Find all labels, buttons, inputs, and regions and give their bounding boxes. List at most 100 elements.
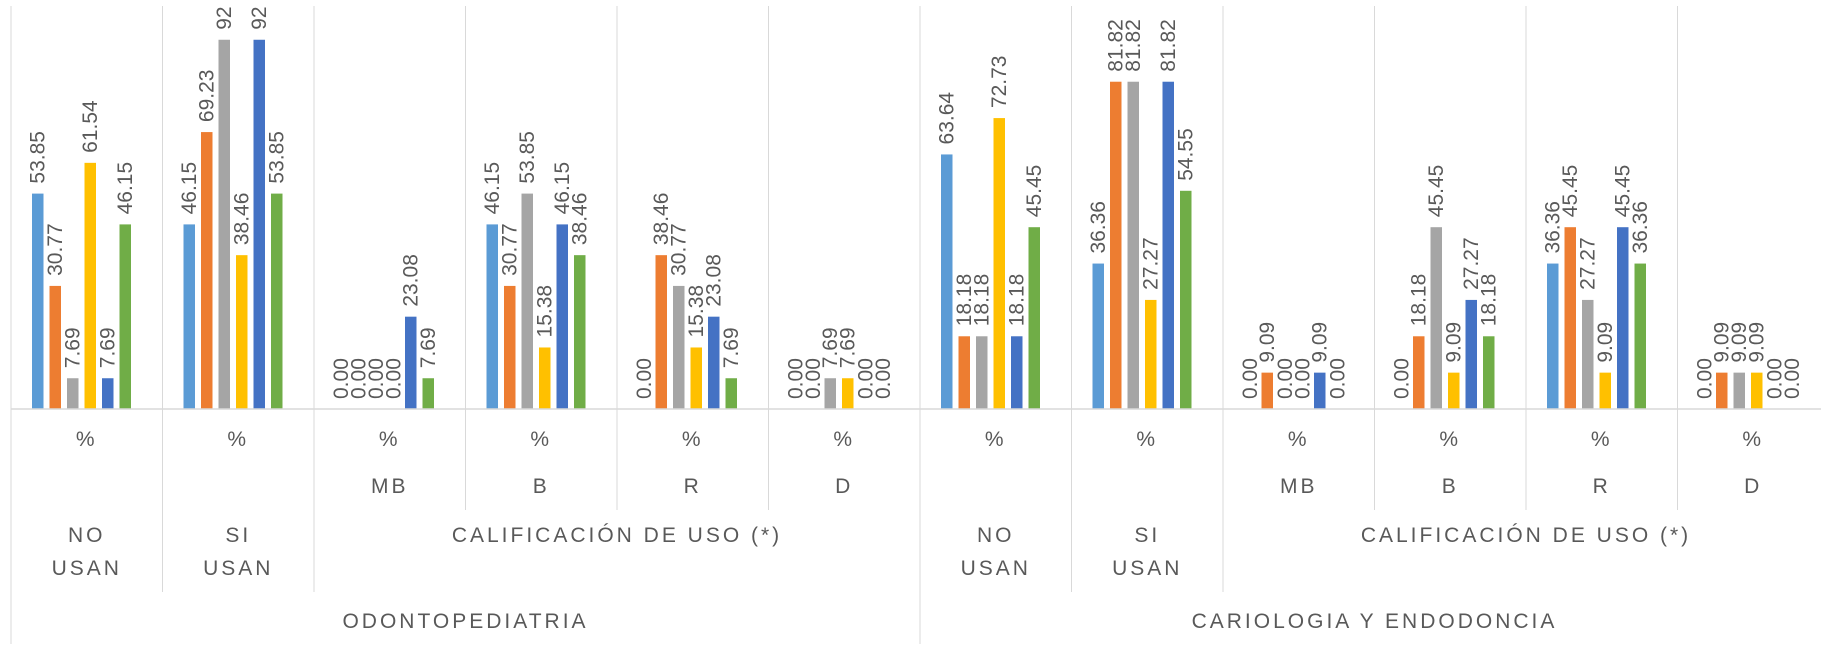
tick-label-level-g0-s2-c0: MB xyxy=(371,475,409,498)
data-label-g1-s2-c3-b1: 9.09 xyxy=(1711,322,1734,363)
data-label-g0-s2-c2-b2: 30.77 xyxy=(668,223,691,276)
subgroup-label-g0-s0-line-2: USAN xyxy=(52,557,122,580)
bar-g1-s2-c1-b3 xyxy=(1448,372,1460,409)
data-label-g1-s2-c1-b4: 27.27 xyxy=(1460,237,1483,290)
bar-g1-s1-c0-b5 xyxy=(1180,190,1192,409)
data-label-g0-s2-c3-b4: 0.00 xyxy=(854,358,877,399)
bar-g1-s2-c2-b4 xyxy=(1617,227,1629,409)
data-label-g1-s2-c1-b3: 9.09 xyxy=(1443,322,1466,363)
tick-label-unit-g1-s0-c0: % xyxy=(985,428,1007,451)
data-label-g1-s0-c0-b0: 63.64 xyxy=(936,92,959,145)
data-label-g0-s0-c0-b3: 61.54 xyxy=(79,100,102,153)
data-label-g1-s0-c0-b3: 72.73 xyxy=(988,56,1011,109)
data-label-g0-s2-c0-b0: 0.00 xyxy=(330,358,353,399)
data-label-g0-s2-c1-b0: 46.15 xyxy=(481,162,504,215)
bar-g1-s2-c2-b5 xyxy=(1634,263,1646,409)
data-label-g1-s2-c0-b3: 0.00 xyxy=(1291,358,1314,399)
data-label-g0-s1-c0-b5: 53.85 xyxy=(266,131,289,184)
data-label-g0-s1-c0-b0: 46.15 xyxy=(178,162,201,215)
bar-g1-s2-c2-b3 xyxy=(1599,372,1611,409)
bar-g1-s0-c0-b1 xyxy=(958,336,970,409)
bar-g0-s2-c2-b5 xyxy=(725,378,737,409)
subgroup-label-g0-s0-line-1: NO xyxy=(68,524,106,547)
data-label-g0-s2-c3-b1: 0.00 xyxy=(802,358,825,399)
tick-label-level-g1-s2-c0: MB xyxy=(1280,475,1318,498)
data-label-g0-s1-c0-b3: 38.46 xyxy=(231,193,254,246)
bar-g0-s1-c0-b0 xyxy=(183,224,195,409)
bar-g0-s0-c0-b4 xyxy=(102,378,114,409)
data-label-g0-s2-c3-b5: 0.00 xyxy=(872,358,895,399)
tick-label-level-g0-s2-c2: R xyxy=(684,475,702,498)
data-label-g1-s1-c0-b4: 81.82 xyxy=(1157,19,1180,72)
bar-g1-s0-c0-b4 xyxy=(1011,336,1023,409)
data-label-g1-s2-c0-b0: 0.00 xyxy=(1239,358,1262,399)
bar-g0-s0-c0-b0 xyxy=(32,193,44,409)
data-label-g1-s2-c1-b1: 18.18 xyxy=(1408,274,1431,327)
data-label-g1-s1-c0-b0: 36.36 xyxy=(1087,201,1110,254)
tick-label-unit-g0-s2-c1: % xyxy=(530,428,552,451)
data-label-g0-s2-c0-b4: 23.08 xyxy=(400,254,423,307)
data-label-g1-s2-c0-b2: 0.00 xyxy=(1274,358,1297,399)
data-label-g0-s2-c0-b2: 0.00 xyxy=(365,358,388,399)
data-label-g0-s0-c0-b1: 30.77 xyxy=(44,223,67,276)
bar-g0-s2-c2-b1 xyxy=(655,255,667,409)
data-label-g1-s1-c0-b2: 81.82 xyxy=(1122,19,1145,72)
bar-g0-s2-c1-b2 xyxy=(521,193,533,409)
tick-label-unit-g0-s1-c0: % xyxy=(227,428,249,451)
tick-label-unit-g0-s0-c0: % xyxy=(76,428,98,451)
data-label-g0-s0-c0-b2: 7.69 xyxy=(62,327,85,368)
data-label-g0-s2-c3-b3: 7.69 xyxy=(837,327,860,368)
tick-label-unit-g0-s2-c3: % xyxy=(833,428,855,451)
bar-g0-s1-c0-b1 xyxy=(201,132,213,409)
bar-g1-s2-c1-b5 xyxy=(1483,336,1495,409)
subgroup-label-g0-s2: CALIFICACIÓN DE USO (*) xyxy=(452,524,782,547)
tick-label-level-g0-s2-c3: D xyxy=(835,475,853,498)
bar-g0-s2-c3-b3 xyxy=(842,378,854,409)
bar-g0-s2-c2-b3 xyxy=(690,347,702,409)
tick-label-level-g1-s2-c1: B xyxy=(1442,475,1459,498)
data-label-g1-s0-c0-b1: 18.18 xyxy=(953,274,976,327)
data-label-g1-s2-c0-b1: 9.09 xyxy=(1256,322,1279,363)
data-label-g1-s2-c2-b3: 9.09 xyxy=(1594,322,1617,363)
tick-label-level-g0-s2-c1: B xyxy=(533,475,550,498)
data-label-g1-s2-c3-b4: 0.00 xyxy=(1763,358,1786,399)
subgroup-label-g1-s1-line-2: USAN xyxy=(1112,557,1182,580)
bar-g1-s1-c0-b2 xyxy=(1127,81,1139,409)
group-label-1: CARIOLOGIA Y ENDODONCIA xyxy=(1192,610,1558,633)
data-label-g1-s2-c3-b0: 0.00 xyxy=(1693,358,1716,399)
bar-g0-s2-c0-b4 xyxy=(405,316,417,409)
bar-g0-s1-c0-b3 xyxy=(236,255,248,409)
data-label-g1-s2-c1-b2: 45.45 xyxy=(1425,165,1448,218)
data-label-g1-s1-c0-b3: 27.27 xyxy=(1140,237,1163,290)
data-label-g0-s2-c1-b1: 30.77 xyxy=(499,223,522,276)
bar-g1-s2-c2-b0 xyxy=(1547,263,1559,409)
bar-g1-s0-c0-b0 xyxy=(941,154,953,409)
bar-g0-s1-c0-b4 xyxy=(253,39,265,409)
data-label-g1-s2-c0-b4: 9.09 xyxy=(1309,322,1332,363)
tick-label-unit-g1-s2-c2: % xyxy=(1591,428,1613,451)
data-label-g1-s2-c2-b5: 36.36 xyxy=(1629,201,1652,254)
bar-g0-s2-c1-b3 xyxy=(539,347,551,409)
tick-label-level-g1-s2-c3: D xyxy=(1744,475,1762,498)
bar-g0-s0-c0-b5 xyxy=(119,224,131,409)
bar-g0-s0-c0-b1 xyxy=(49,285,61,409)
data-label-g1-s2-c3-b3: 9.09 xyxy=(1746,322,1769,363)
subgroup-label-g1-s2: CALIFICACIÓN DE USO (*) xyxy=(1361,524,1691,547)
data-label-g1-s1-c0-b1: 81.82 xyxy=(1105,19,1128,72)
data-label-g0-s2-c0-b3: 0.00 xyxy=(382,358,405,399)
bar-g1-s1-c0-b1 xyxy=(1110,81,1122,409)
bar-g1-s2-c0-b4 xyxy=(1314,372,1326,409)
bar-g1-s2-c1-b4 xyxy=(1465,299,1477,409)
subgroup-label-g1-s0-line-1: NO xyxy=(977,524,1015,547)
bar-g1-s2-c3-b2 xyxy=(1733,372,1745,409)
data-label-g0-s2-c2-b1: 38.46 xyxy=(650,193,673,246)
data-label-g0-s2-c2-b4: 23.08 xyxy=(703,254,726,307)
subgroup-label-g0-s1-line-1: SI xyxy=(225,524,251,547)
data-label-g0-s2-c1-b2: 53.85 xyxy=(516,131,539,184)
subgroup-label-g1-s1-line-1: SI xyxy=(1134,524,1160,547)
data-label-g0-s0-c0-b5: 46.15 xyxy=(114,162,137,215)
bar-g1-s2-c2-b2 xyxy=(1582,299,1594,409)
bar-g1-s2-c3-b3 xyxy=(1751,372,1763,409)
